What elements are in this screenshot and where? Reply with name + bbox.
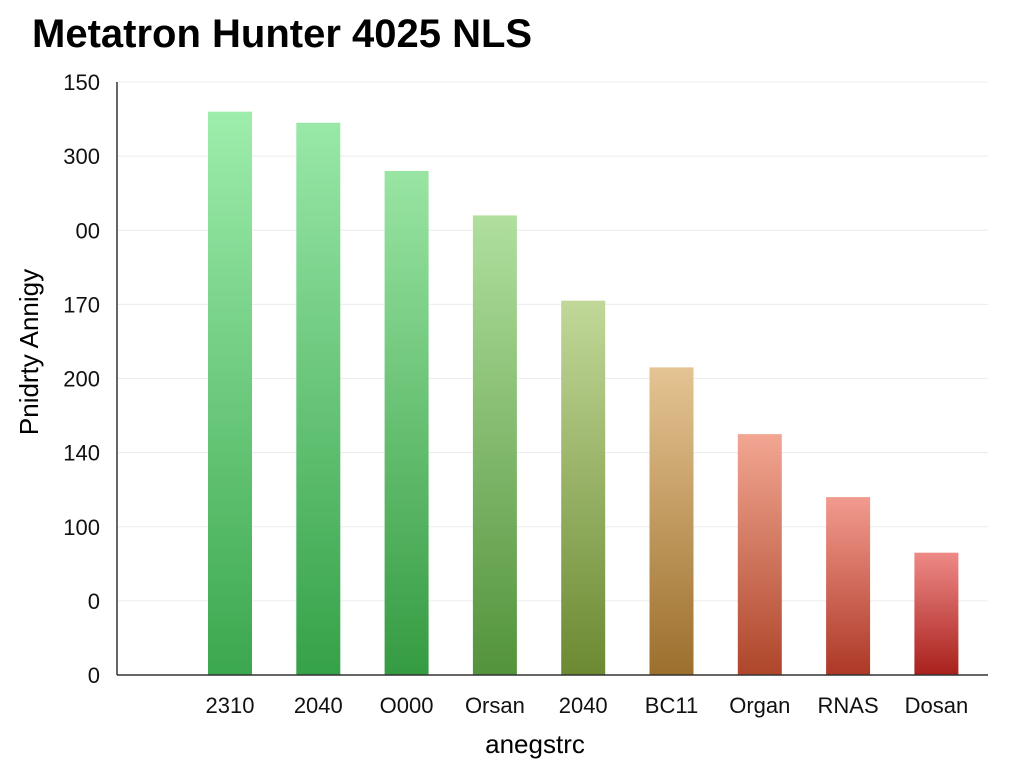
bar — [826, 497, 871, 675]
x-axis-label: anegstrc — [485, 729, 585, 759]
y-tick-label: 150 — [63, 70, 100, 95]
x-tick-label: O000 — [380, 693, 434, 718]
x-tick-label: Orsan — [465, 693, 525, 718]
y-tick-label: 300 — [63, 144, 100, 169]
y-axis-label: Pnidrty Annigy — [14, 269, 44, 435]
y-tick-label: 0 — [88, 589, 100, 614]
x-tick-label: 2310 — [206, 693, 255, 718]
y-tick-label: 170 — [63, 292, 100, 317]
y-tick-label: 140 — [63, 441, 100, 466]
bar — [208, 111, 252, 675]
bar — [384, 170, 429, 675]
x-tick-label: Organ — [729, 693, 790, 718]
bar — [296, 122, 341, 676]
bar — [914, 552, 959, 675]
chart-title: Metatron Hunter 4025 NLS — [32, 12, 533, 56]
x-tick-label: 2040 — [559, 693, 608, 718]
bar — [649, 367, 694, 675]
y-tick-label: 00 — [76, 218, 100, 243]
x-tick-label: RNAS — [818, 693, 879, 718]
y-tick-label: 0 — [88, 663, 100, 688]
bar — [472, 215, 517, 676]
bar — [561, 300, 606, 675]
x-tick-label: BC11 — [645, 693, 698, 718]
x-tick-label: Dosan — [905, 693, 969, 718]
x-tick-label: 2040 — [294, 693, 343, 718]
y-tick-label: 100 — [63, 515, 100, 540]
y-tick-label: 200 — [63, 367, 100, 392]
bar — [737, 434, 782, 675]
